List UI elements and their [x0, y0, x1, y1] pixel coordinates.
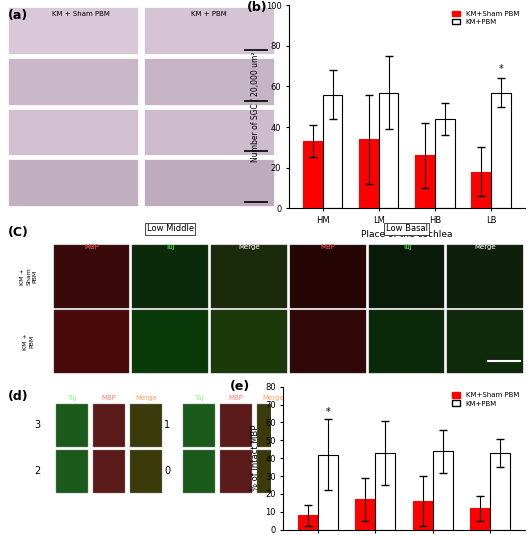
Text: TuJ: TuJ: [67, 395, 76, 401]
Bar: [355, 499, 375, 530]
Text: (e): (e): [231, 380, 251, 393]
Bar: [369, 245, 444, 308]
Text: MBP: MBP: [84, 244, 99, 250]
Bar: [220, 449, 252, 493]
Bar: [183, 404, 215, 447]
Bar: [211, 245, 287, 308]
Text: KM +
Sham
PBM: KM + Sham PBM: [20, 268, 37, 286]
Bar: [470, 508, 490, 530]
Bar: [130, 404, 162, 447]
Text: Low Basal: Low Basal: [385, 225, 428, 233]
Bar: [130, 449, 162, 493]
Bar: [8, 159, 138, 206]
Bar: [258, 449, 289, 493]
Bar: [413, 501, 433, 530]
Bar: [290, 310, 366, 373]
Text: TuJ: TuJ: [402, 244, 411, 250]
Text: MBP: MBP: [320, 244, 335, 250]
Text: KM + PBM: KM + PBM: [191, 11, 226, 18]
Legend: KM+Sham PBM, KM+PBM: KM+Sham PBM, KM+PBM: [450, 9, 521, 27]
Bar: [433, 451, 453, 530]
Bar: [211, 310, 287, 373]
Bar: [258, 404, 289, 447]
Bar: [8, 7, 138, 54]
Text: Low Middle: Low Middle: [147, 225, 194, 233]
Bar: [303, 141, 323, 208]
Bar: [290, 245, 366, 308]
Text: (a): (a): [8, 10, 28, 22]
Bar: [379, 93, 399, 208]
Text: 0: 0: [164, 466, 170, 476]
Text: KM + Sham PBM: KM + Sham PBM: [52, 11, 110, 18]
Bar: [318, 455, 338, 530]
Bar: [447, 310, 523, 373]
Bar: [435, 119, 455, 208]
Bar: [8, 109, 138, 155]
Bar: [416, 155, 435, 208]
Bar: [93, 449, 125, 493]
Bar: [447, 245, 523, 308]
Text: TuJ: TuJ: [165, 244, 175, 250]
Bar: [54, 245, 129, 308]
Bar: [56, 404, 87, 447]
Text: (C): (C): [8, 226, 29, 239]
Text: 2: 2: [34, 466, 40, 476]
Bar: [54, 310, 129, 373]
Bar: [491, 93, 511, 208]
Text: Merge: Merge: [238, 244, 260, 250]
Text: (b): (b): [246, 1, 267, 14]
Bar: [144, 109, 273, 155]
Y-axis label: % of Intact MBP: % of Intact MBP: [251, 425, 260, 492]
Legend: KM+Sham PBM, KM+PBM: KM+Sham PBM, KM+PBM: [450, 390, 521, 409]
Text: Merge: Merge: [262, 395, 284, 401]
Y-axis label: Number of SGC / 20,000 um²: Number of SGC / 20,000 um²: [251, 51, 260, 162]
Bar: [132, 310, 208, 373]
Bar: [375, 453, 395, 530]
Text: MBP: MBP: [229, 395, 244, 401]
Bar: [183, 449, 215, 493]
Text: *: *: [499, 64, 503, 74]
Bar: [369, 310, 444, 373]
Text: 1: 1: [164, 421, 170, 430]
Text: 3: 3: [34, 421, 40, 430]
X-axis label: Place of the cochlea: Place of the cochlea: [361, 231, 453, 239]
Bar: [144, 7, 273, 54]
Text: (d): (d): [8, 389, 29, 403]
Bar: [8, 58, 138, 105]
Bar: [56, 449, 87, 493]
Bar: [323, 95, 342, 208]
Text: KM +
PBM: KM + PBM: [23, 333, 34, 349]
Text: MBP: MBP: [101, 395, 116, 401]
Text: Merge: Merge: [474, 244, 496, 250]
Bar: [93, 404, 125, 447]
Bar: [298, 515, 318, 530]
Bar: [359, 139, 379, 208]
Bar: [490, 453, 510, 530]
Text: *: *: [325, 407, 330, 417]
Bar: [144, 159, 273, 206]
Bar: [132, 245, 208, 308]
Text: Merge: Merge: [135, 395, 157, 401]
Bar: [471, 172, 491, 208]
Text: TuJ: TuJ: [194, 395, 204, 401]
Bar: [220, 404, 252, 447]
Bar: [144, 58, 273, 105]
